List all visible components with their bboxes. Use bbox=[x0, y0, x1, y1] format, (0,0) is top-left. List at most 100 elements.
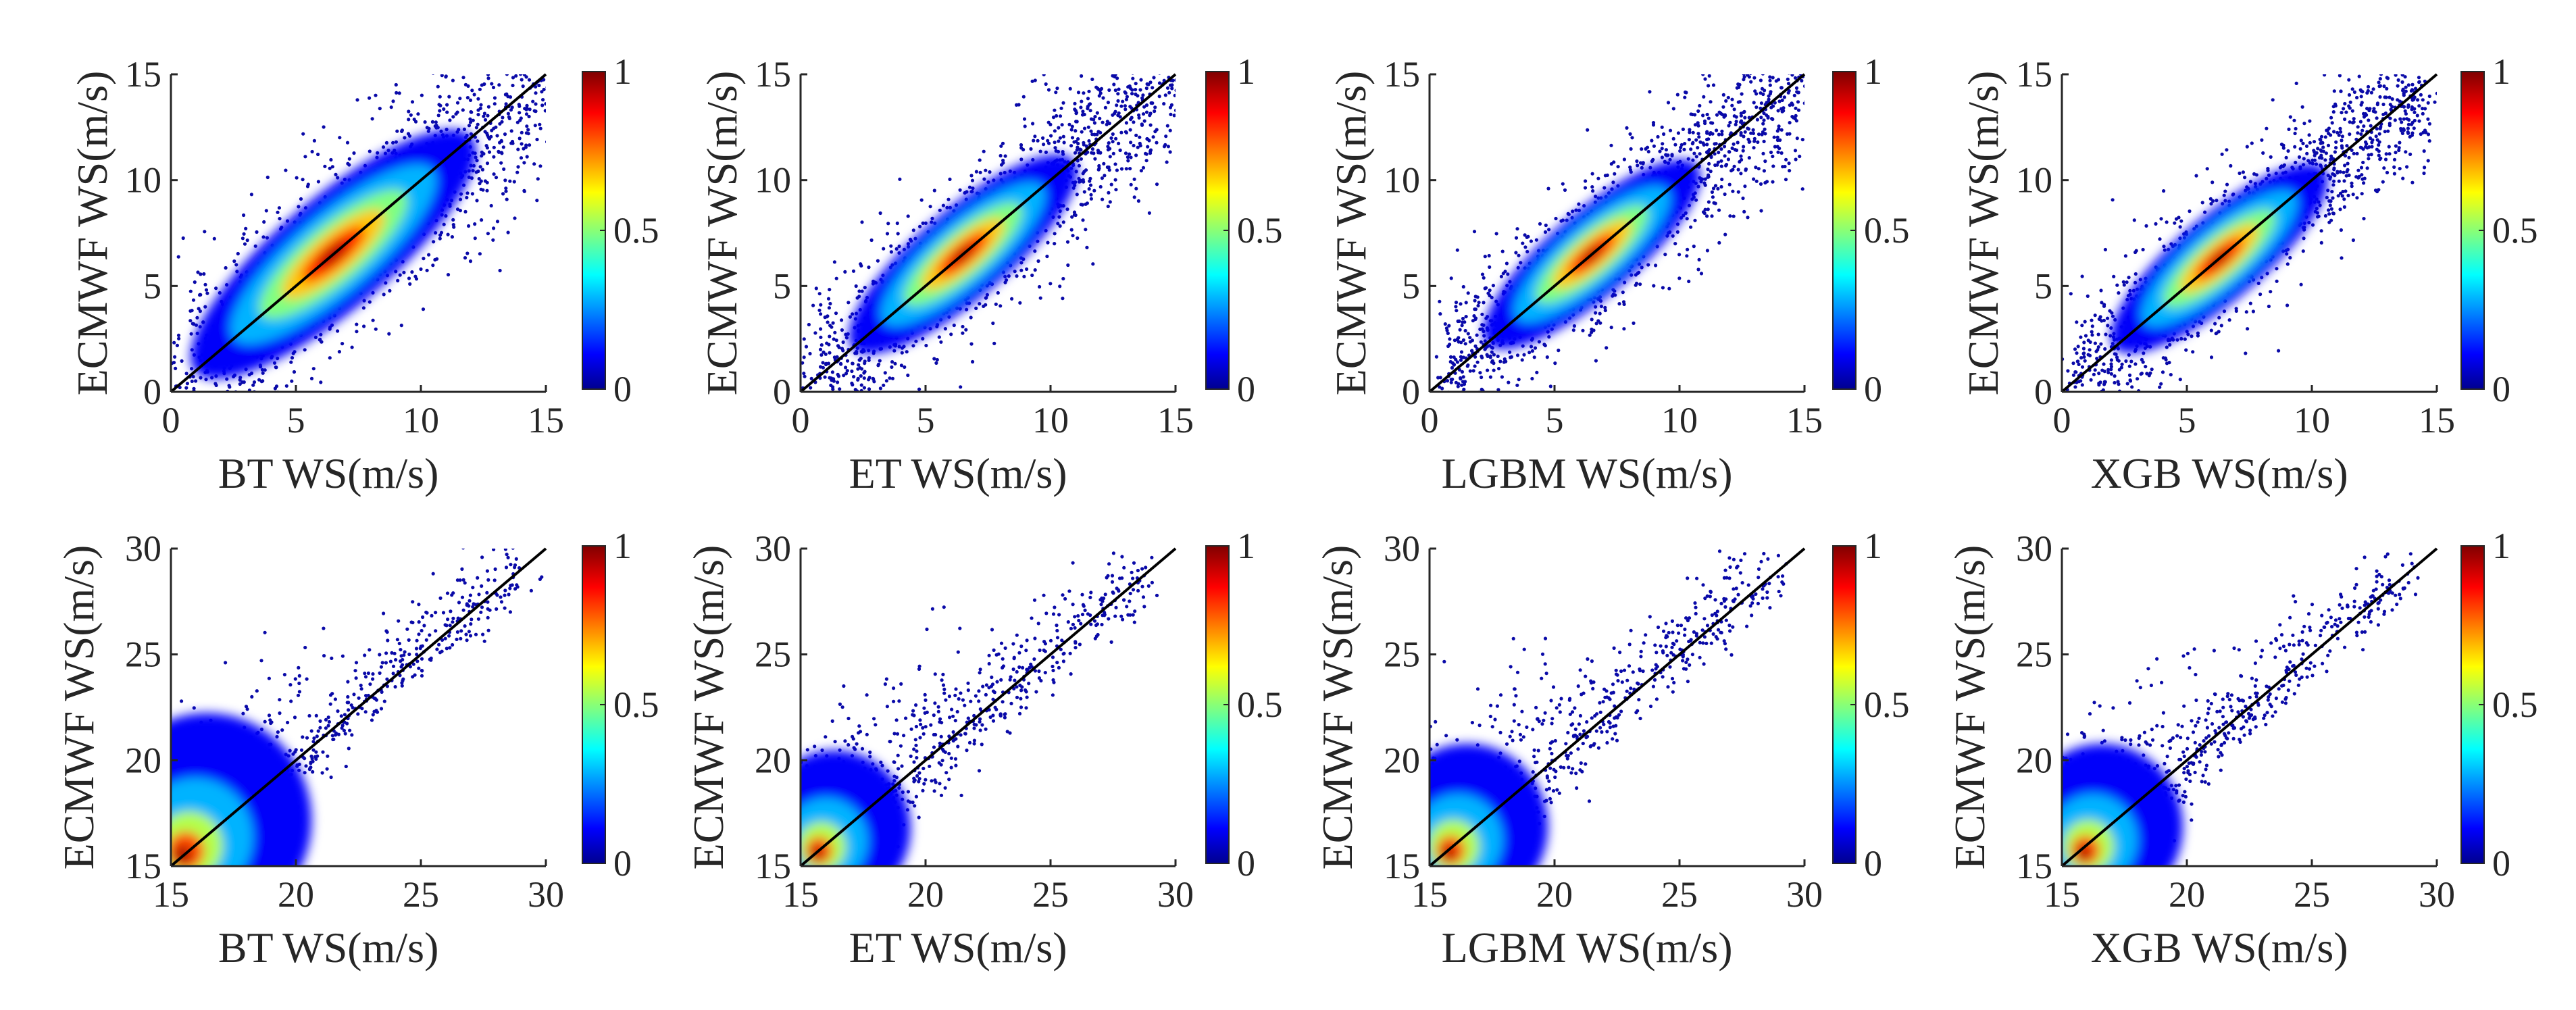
scatter-point bbox=[263, 368, 267, 372]
scatter-point bbox=[1705, 214, 1709, 218]
scatter-point bbox=[1758, 66, 1761, 69]
scatter-point bbox=[1721, 93, 1725, 97]
scatter-point bbox=[542, 47, 545, 51]
scatter-point bbox=[2348, 100, 2352, 104]
scatter-point bbox=[448, 118, 452, 122]
scatter-point bbox=[1176, 90, 1180, 93]
scatter-point bbox=[1010, 297, 1014, 301]
scatter-point bbox=[1441, 412, 1444, 415]
scatter-point bbox=[2265, 126, 2269, 130]
scatter-point bbox=[2203, 210, 2207, 214]
scatter-point bbox=[2406, 53, 2409, 56]
scatter-point bbox=[1506, 272, 1510, 276]
scatter-point bbox=[436, 84, 440, 89]
scatter-point bbox=[412, 118, 416, 122]
scatter-point bbox=[833, 330, 837, 334]
scatter-point bbox=[1736, 82, 1740, 86]
scatter-point bbox=[511, 76, 515, 80]
scatter-point bbox=[2415, 34, 2419, 38]
scatter-point bbox=[1021, 95, 1026, 99]
scatter-point bbox=[1047, 141, 1051, 145]
scatter-point bbox=[1722, 145, 1727, 149]
scatter-point bbox=[1081, 109, 1085, 113]
scatter-point bbox=[1114, 136, 1118, 141]
scatter-point bbox=[368, 96, 372, 100]
scatter-point bbox=[198, 401, 201, 404]
scatter-point bbox=[2413, 86, 2418, 91]
scatter-point bbox=[510, 9, 513, 13]
scatter-point bbox=[1719, 164, 1723, 168]
scatter-point bbox=[1515, 353, 1520, 357]
scatter-point bbox=[1084, 144, 1088, 148]
scatter-point bbox=[1790, 74, 1794, 77]
scatter-point bbox=[1459, 377, 1463, 381]
scatter-point bbox=[964, 328, 968, 332]
scatter-point bbox=[212, 236, 216, 241]
scatter-point bbox=[1088, 179, 1092, 183]
scatter-point bbox=[189, 332, 193, 336]
scatter-point bbox=[1638, 282, 1642, 286]
scatter-point bbox=[301, 178, 305, 182]
scatter-point bbox=[264, 209, 268, 213]
scatter-point bbox=[2321, 145, 2325, 149]
y-tick-label: 5 bbox=[143, 266, 161, 306]
scatter-point bbox=[1101, 197, 1105, 201]
scatter-point bbox=[1464, 301, 1468, 305]
scatter-point bbox=[492, 226, 496, 230]
scatter-point bbox=[442, 107, 446, 111]
scatter-point bbox=[1058, 224, 1062, 228]
scatter-point bbox=[965, 190, 969, 194]
scatter-point bbox=[1817, 39, 1821, 43]
scatter-point bbox=[1691, 130, 1695, 134]
scatter-point bbox=[1764, 113, 1769, 117]
scatter-point bbox=[1773, 64, 1777, 68]
scatter-point bbox=[1461, 380, 1465, 384]
scatter-point bbox=[540, 103, 545, 107]
scatter-point bbox=[184, 412, 188, 415]
x-tick-label: 0 bbox=[162, 400, 180, 440]
scatter-point bbox=[1779, 86, 1784, 90]
scatter-point bbox=[532, 162, 536, 166]
scatter-point bbox=[2179, 219, 2183, 223]
scatter-point bbox=[1771, 164, 1775, 168]
scatter-point bbox=[1727, 182, 1732, 186]
scatter-point bbox=[1147, 211, 1151, 215]
scatter-point bbox=[445, 59, 449, 63]
scatter-point bbox=[1046, 138, 1050, 143]
scatter-point bbox=[2348, 132, 2352, 136]
scatter-point bbox=[2435, 91, 2437, 95]
scatter-point bbox=[882, 383, 886, 387]
scatter-point bbox=[1715, 128, 1719, 132]
scatter-point bbox=[1173, 108, 1176, 112]
scatter-point bbox=[531, 99, 535, 103]
scatter-point bbox=[507, 53, 511, 57]
scatter-point bbox=[1763, 127, 1767, 131]
scatter-point bbox=[1787, 161, 1791, 166]
scatter-point bbox=[1728, 214, 1732, 218]
scatter-point bbox=[410, 100, 415, 104]
scatter-point bbox=[434, 126, 438, 130]
scatter-point bbox=[1139, 78, 1143, 82]
scatter-point bbox=[176, 255, 180, 259]
scatter-point bbox=[1663, 253, 1667, 257]
scatter-point bbox=[1742, 134, 1746, 138]
scatter-point bbox=[446, 273, 451, 277]
scatter-point bbox=[878, 211, 882, 216]
scatter-point bbox=[536, 65, 540, 68]
scatter-point bbox=[499, 42, 502, 45]
scatter-point bbox=[199, 376, 203, 380]
scatter-point bbox=[2365, 65, 2368, 68]
scatter-point bbox=[1771, 104, 1775, 108]
scatter-point bbox=[828, 288, 832, 292]
scatter-point bbox=[1460, 370, 1464, 374]
scatter-point bbox=[504, 189, 508, 193]
scatter-point bbox=[890, 365, 894, 370]
scatter-point bbox=[2260, 138, 2264, 142]
scatter-point bbox=[470, 89, 474, 93]
scatter-point bbox=[1588, 333, 1592, 337]
scatter-point bbox=[1732, 107, 1736, 111]
scatter-point bbox=[1763, 159, 1767, 163]
scatter-point bbox=[1076, 141, 1080, 146]
scatter-point bbox=[1473, 344, 1478, 348]
scatter-point bbox=[1456, 403, 1459, 407]
